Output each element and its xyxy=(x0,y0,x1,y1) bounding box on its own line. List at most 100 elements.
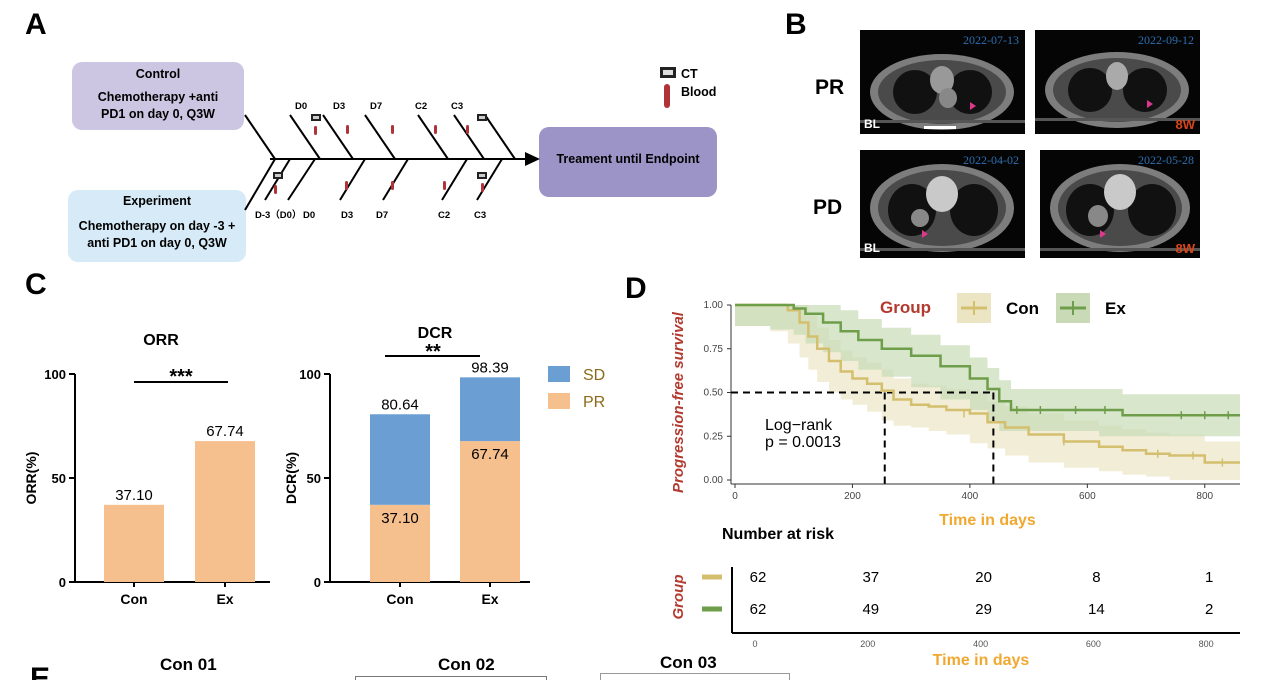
upper-tick-c3 xyxy=(453,114,485,160)
experiment-box: Experiment Chemotherapy on day -3 + anti… xyxy=(68,190,246,262)
legend-label-sd: SD xyxy=(583,367,605,384)
upper-label-d0: D0 xyxy=(295,101,307,112)
lower-tick-dm3 xyxy=(264,158,291,201)
experiment-branch xyxy=(244,158,276,211)
control-title: Control xyxy=(135,67,181,81)
y-tick-label: 50 xyxy=(52,471,66,486)
lower-tick-c3 xyxy=(476,158,503,201)
x-tick-label: Ex xyxy=(481,591,498,607)
ct-icon xyxy=(477,114,487,121)
chart-title: DCR xyxy=(418,325,453,342)
panel-label-c: C xyxy=(25,268,47,301)
upper-tick-c2 xyxy=(417,114,449,160)
upper-tick-d0 xyxy=(289,114,321,160)
y-tick-label: 0 xyxy=(314,575,321,590)
bar-value-label: 67.74 xyxy=(206,423,244,440)
control-box: Control Chemotherapy +anti PD1 on day 0,… xyxy=(72,62,244,130)
legend-title: Group xyxy=(880,298,931,317)
ct-scan-graphic xyxy=(1040,164,1200,252)
control-line-2: PD1 on day 0, Q3W xyxy=(101,107,215,121)
confidence-band-ex xyxy=(735,305,1240,437)
upper-label-c3: C3 xyxy=(451,101,463,112)
risk-table-y-label: Group xyxy=(670,575,687,620)
legend-label-pr: PR xyxy=(583,394,605,411)
risk-table-x-axis-label: Time in days xyxy=(933,652,1030,669)
control-line-1: Chemotherapy +anti xyxy=(97,90,219,104)
panel-e-title-3: Con 03 xyxy=(660,653,717,672)
ct-timepoint-tag: 8W xyxy=(1175,241,1196,256)
dcr-chart: DCR 0 50 100 DCR(%) 37.10 80.64 Con 67.74 98.39 Ex… xyxy=(283,325,605,607)
ct-legend-icon xyxy=(660,67,676,78)
risk-count: 29 xyxy=(975,601,992,618)
blood-tube-icon xyxy=(434,125,437,134)
blood-tube-icon xyxy=(481,183,484,192)
upper-tick-d3 xyxy=(322,114,354,160)
legend-label-con: Con xyxy=(1006,299,1039,318)
p-value-label: p = 0.0013 xyxy=(765,434,841,451)
lower-tick-d0 xyxy=(287,158,316,201)
x-axis-label: Time in days xyxy=(939,512,1036,529)
ct-scan-graphic xyxy=(860,54,1025,130)
risk-table-x-tick-label: 600 xyxy=(1086,639,1101,649)
panel-label-b: B xyxy=(785,8,807,41)
endpoint-label: Treament until Endpoint xyxy=(556,152,700,166)
risk-count: 37 xyxy=(862,569,879,586)
risk-table-x-tick-label: 0 xyxy=(752,639,757,649)
ct-scan-pr-baseline: 2022-07-13 BL xyxy=(860,30,1025,134)
risk-count: 20 xyxy=(975,569,992,586)
bar-pr-value-label: 67.74 xyxy=(471,446,509,463)
lower-tick-d7 xyxy=(382,158,409,201)
upper-label-c2: C2 xyxy=(415,101,427,112)
risk-count: 62 xyxy=(750,569,767,586)
timeline-arrow-head xyxy=(525,152,540,166)
y-tick-label: 0.25 xyxy=(704,431,724,442)
significance-label: ** xyxy=(425,341,441,363)
y-tick-label: 0.50 xyxy=(704,388,724,399)
y-axis-label: ORR(%) xyxy=(23,452,39,505)
ct-scan-graphic xyxy=(860,164,1025,252)
lower-label-c2: C2 xyxy=(438,210,450,221)
endpoint-box: Treament until Endpoint xyxy=(539,127,717,197)
survival-curve-ex xyxy=(735,303,1240,417)
ct-date: 2022-05-28 xyxy=(1138,153,1194,167)
lower-label-c3: C3 xyxy=(474,210,486,221)
x-tick-label: 400 xyxy=(962,491,979,502)
ct-legend-label: CT xyxy=(681,67,698,81)
bar-pr-ex xyxy=(460,441,520,582)
ct-timepoint-tag: BL xyxy=(864,117,880,131)
risk-count: 2 xyxy=(1205,601,1213,618)
y-axis-label: DCR(%) xyxy=(283,452,299,504)
risk-count: 14 xyxy=(1088,601,1105,618)
orr-chart: ORR 0 50 100 ORR(%) 37.10 Con 67.74 Ex *** xyxy=(23,332,270,607)
y-tick-label: 0.75 xyxy=(704,344,724,355)
risk-count: 62 xyxy=(750,601,767,618)
significance-label: *** xyxy=(169,366,193,388)
x-tick-label: Con xyxy=(120,591,147,607)
ct-scan-pd-baseline: 2022-04-02 BL xyxy=(860,150,1025,258)
y-tick-label: 50 xyxy=(307,471,321,486)
x-tick-label: 600 xyxy=(1079,491,1096,502)
experiment-title: Experiment xyxy=(122,194,192,208)
panel-e-plot-frame-3 xyxy=(600,673,790,680)
panel-e-title-2: Con 02 xyxy=(438,655,495,674)
ct-timepoint-tag: BL xyxy=(864,241,880,255)
ct-scan-graphic xyxy=(1035,52,1200,128)
ct-scan-pd-8w: 2022-05-28 8W xyxy=(1040,150,1200,258)
panel-e-plot-frame-2 xyxy=(355,676,547,680)
chart-title: ORR xyxy=(143,332,179,349)
risk-count: 49 xyxy=(862,601,879,618)
x-tick-label: Ex xyxy=(216,591,233,607)
panel-label-d: D xyxy=(625,272,647,305)
blood-tube-icon xyxy=(391,125,394,134)
y-axis-label: Progression-free survival xyxy=(670,311,687,493)
ct-icon xyxy=(311,114,321,121)
ct-date: 2022-07-13 xyxy=(963,33,1019,47)
legend-swatch-sd xyxy=(548,366,570,382)
upper-tick-end xyxy=(484,114,516,160)
bar-value-label: 37.10 xyxy=(115,487,153,504)
x-tick-label: 800 xyxy=(1196,491,1213,502)
row-label-pr: PR xyxy=(815,76,845,99)
bar-sd-ex xyxy=(460,377,520,442)
upper-label-d3: D3 xyxy=(333,101,345,112)
